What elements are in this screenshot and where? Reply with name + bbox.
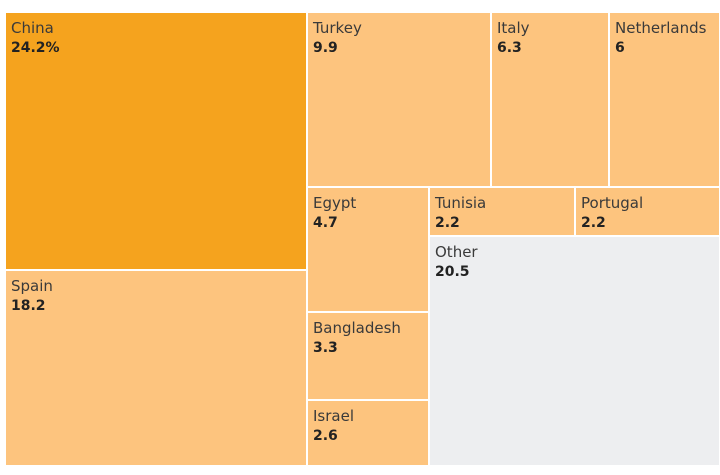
tile-label-other: Other [435,243,478,261]
tile-italy: Italy 6.3 [491,12,609,187]
tile-label-turkey: Turkey [313,19,362,37]
tile-value-other: 20.5 [435,264,470,280]
tile-value-tunisia: 2.2 [435,215,460,231]
tile-egypt: Egypt 4.7 [307,187,429,312]
tile-value-egypt: 4.7 [313,215,338,231]
tile-label-china: China [11,19,54,37]
tile-china: China 24.2% [5,12,307,270]
tile-label-bangladesh: Bangladesh [313,319,401,337]
tile-label-tunisia: Tunisia [435,194,487,212]
tile-spain: Spain 18.2 [5,270,307,466]
tile-value-netherlands: 6 [615,40,625,56]
tile-bangladesh: Bangladesh 3.3 [307,312,429,400]
tile-value-bangladesh: 3.3 [313,340,338,356]
tile-turkey: Turkey 9.9 [307,12,491,187]
tile-portugal: Portugal 2.2 [575,187,720,236]
tile-tunisia: Tunisia 2.2 [429,187,575,236]
tile-israel: Israel 2.6 [307,400,429,466]
tile-value-italy: 6.3 [497,40,522,56]
tile-other: Other 20.5 [429,236,720,466]
tile-value-portugal: 2.2 [581,215,606,231]
tile-value-china: 24.2% [11,40,60,56]
tile-label-netherlands: Netherlands [615,19,707,37]
tile-label-egypt: Egypt [313,194,357,212]
tile-label-spain: Spain [11,277,53,295]
tile-value-turkey: 9.9 [313,40,338,56]
tile-value-spain: 18.2 [11,298,46,314]
tile-label-israel: Israel [313,407,354,425]
tile-label-italy: Italy [497,19,530,37]
tile-netherlands: Netherlands 6 [609,12,720,187]
tile-label-portugal: Portugal [581,194,644,212]
tile-value-israel: 2.6 [313,428,338,444]
